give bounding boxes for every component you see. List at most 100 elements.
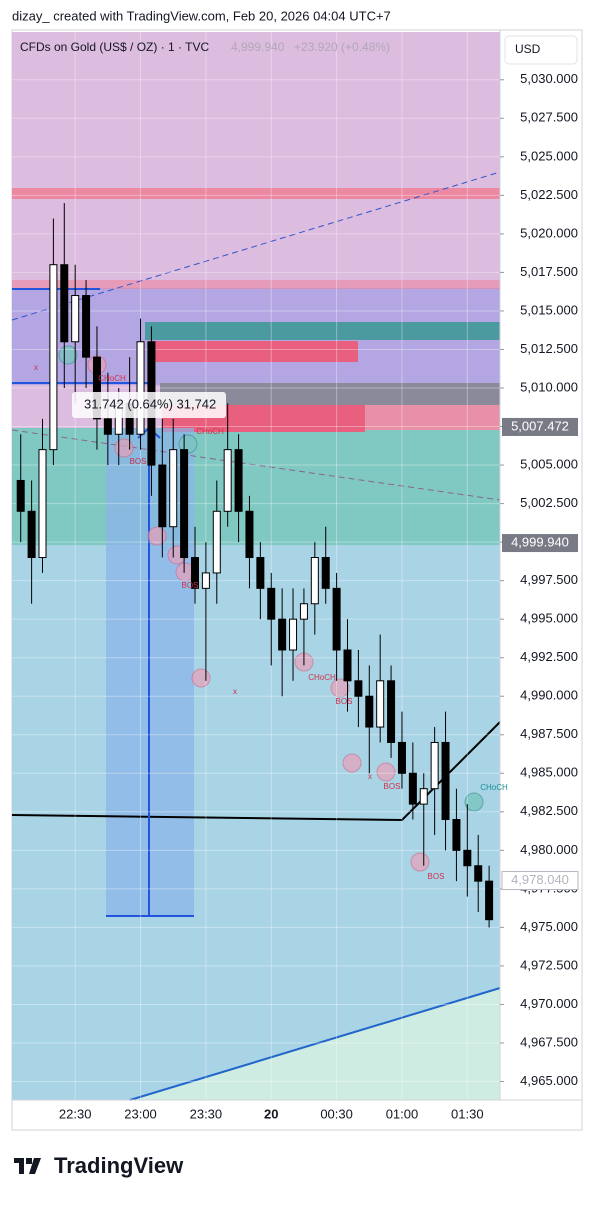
annotation: BOS [130,457,147,466]
price-label: 5,007.472 [511,418,569,433]
candle-body [267,587,276,620]
y-tick-label: 4,987.500 [520,726,578,741]
candle-body [419,788,428,805]
y-tick-label: 5,025.000 [520,148,578,163]
annotation: x [368,772,372,781]
candle-body [191,557,199,589]
annotation: BOS [182,581,199,590]
candle-body [452,819,461,851]
annotation: BOS [384,782,401,791]
currency: USD [515,42,541,56]
candle-body [245,510,254,559]
annotation: CHoCH [308,673,336,682]
y-tick-label: 5,015.000 [520,302,578,317]
x-tick-label: 23:00 [124,1106,157,1121]
candle-body [49,264,58,451]
y-tick-label: 5,030.000 [520,71,578,86]
candle-body [92,356,101,420]
candle-body [463,849,472,867]
x-tick-label: 01:30 [451,1106,484,1121]
x-tick-label: 23:30 [190,1106,223,1121]
last-price: 4,999.940 [231,40,285,54]
y-tick-label: 5,005.000 [520,456,578,471]
footer-logo: TradingView [54,1153,184,1178]
candle-body [169,449,178,528]
candle-body [180,449,189,559]
zones [12,32,500,1100]
measure-box [72,392,226,418]
y-tick-label: 4,980.000 [520,842,578,857]
candle-body [387,680,396,743]
candle-body [278,618,287,651]
candle-body [408,772,417,805]
price-label-box [501,871,579,891]
y-tick-label: 4,972.500 [520,957,578,972]
measure-label: 31.742 (0.64%) 31,742 [84,396,216,411]
candle-body [158,464,167,528]
header: dizay_ created with TradingView.com, Feb… [12,8,391,23]
candle-body [223,449,232,512]
currency-box [504,35,578,65]
candle-body [365,695,374,728]
y-tick-label: 4,965.000 [520,1073,578,1088]
candle-body [310,557,319,605]
plot [12,32,500,1100]
y-tick-label: 5,010.000 [520,379,578,394]
y-tick-label: 5,027.500 [520,110,578,125]
annotation: BOS [336,697,353,706]
candle-body [136,341,145,435]
candle-body [27,510,36,559]
x-tick-label: 00:30 [320,1106,353,1121]
annotation: CHoCH [196,427,224,436]
candle-body [485,880,494,921]
candle-body [201,572,210,589]
candle-body [397,741,406,774]
y-tick-label: 5,017.500 [520,264,578,279]
candle-body [71,295,80,343]
price-label: 4,999.940 [511,534,569,549]
candle-body [289,618,298,651]
x-tick-label: 01:00 [386,1106,419,1121]
annotation: CHoCH [98,374,126,383]
candle-body [430,741,439,790]
y-tick-label: 4,967.500 [520,1034,578,1049]
price-label-box [502,534,578,553]
y-tick-label: 5,022.500 [520,187,578,202]
price-label-box [502,417,578,436]
y-tick-label: 4,997.500 [520,572,578,587]
y-tick-label: 4,970.000 [520,996,578,1011]
candle-body [16,479,25,512]
candle-body [82,295,91,358]
change: +23.920 (+0.48%) [294,40,390,54]
candle-body [212,510,221,574]
y-tick-label: 4,975.000 [520,919,578,934]
candle-body [256,557,265,589]
y-tick-label: 4,982.500 [520,803,578,818]
price-label: 4,978.040 [511,872,569,887]
y-tick-label: 5,012.500 [520,341,578,356]
candle-body [354,680,363,697]
symbol: CFDs on Gold (US$ / OZ) · 1 · TVC [20,40,209,54]
y-tick-label: 5,002.500 [520,495,578,510]
y-tick-label: 4,990.000 [520,688,578,703]
x-tick-label: 20 [264,1106,278,1121]
y-tick-label: 5,020.000 [520,225,578,240]
candle-body [60,264,69,343]
annotation: CHoCH [480,783,508,792]
y-tick-label: 4,992.500 [520,649,578,664]
annotation: x [34,363,38,372]
candle-body [376,680,385,728]
candle-body [343,649,352,682]
y-tick-label: 4,985.000 [520,765,578,780]
candle-body [103,418,112,435]
y-tick-label: 4,995.000 [520,611,578,626]
candle-body [332,587,341,651]
logo [14,1158,41,1174]
candle-body [474,865,483,882]
candle-body [441,741,450,821]
candle-body [321,557,330,589]
candle-body [38,449,47,559]
candle-body [299,603,308,620]
